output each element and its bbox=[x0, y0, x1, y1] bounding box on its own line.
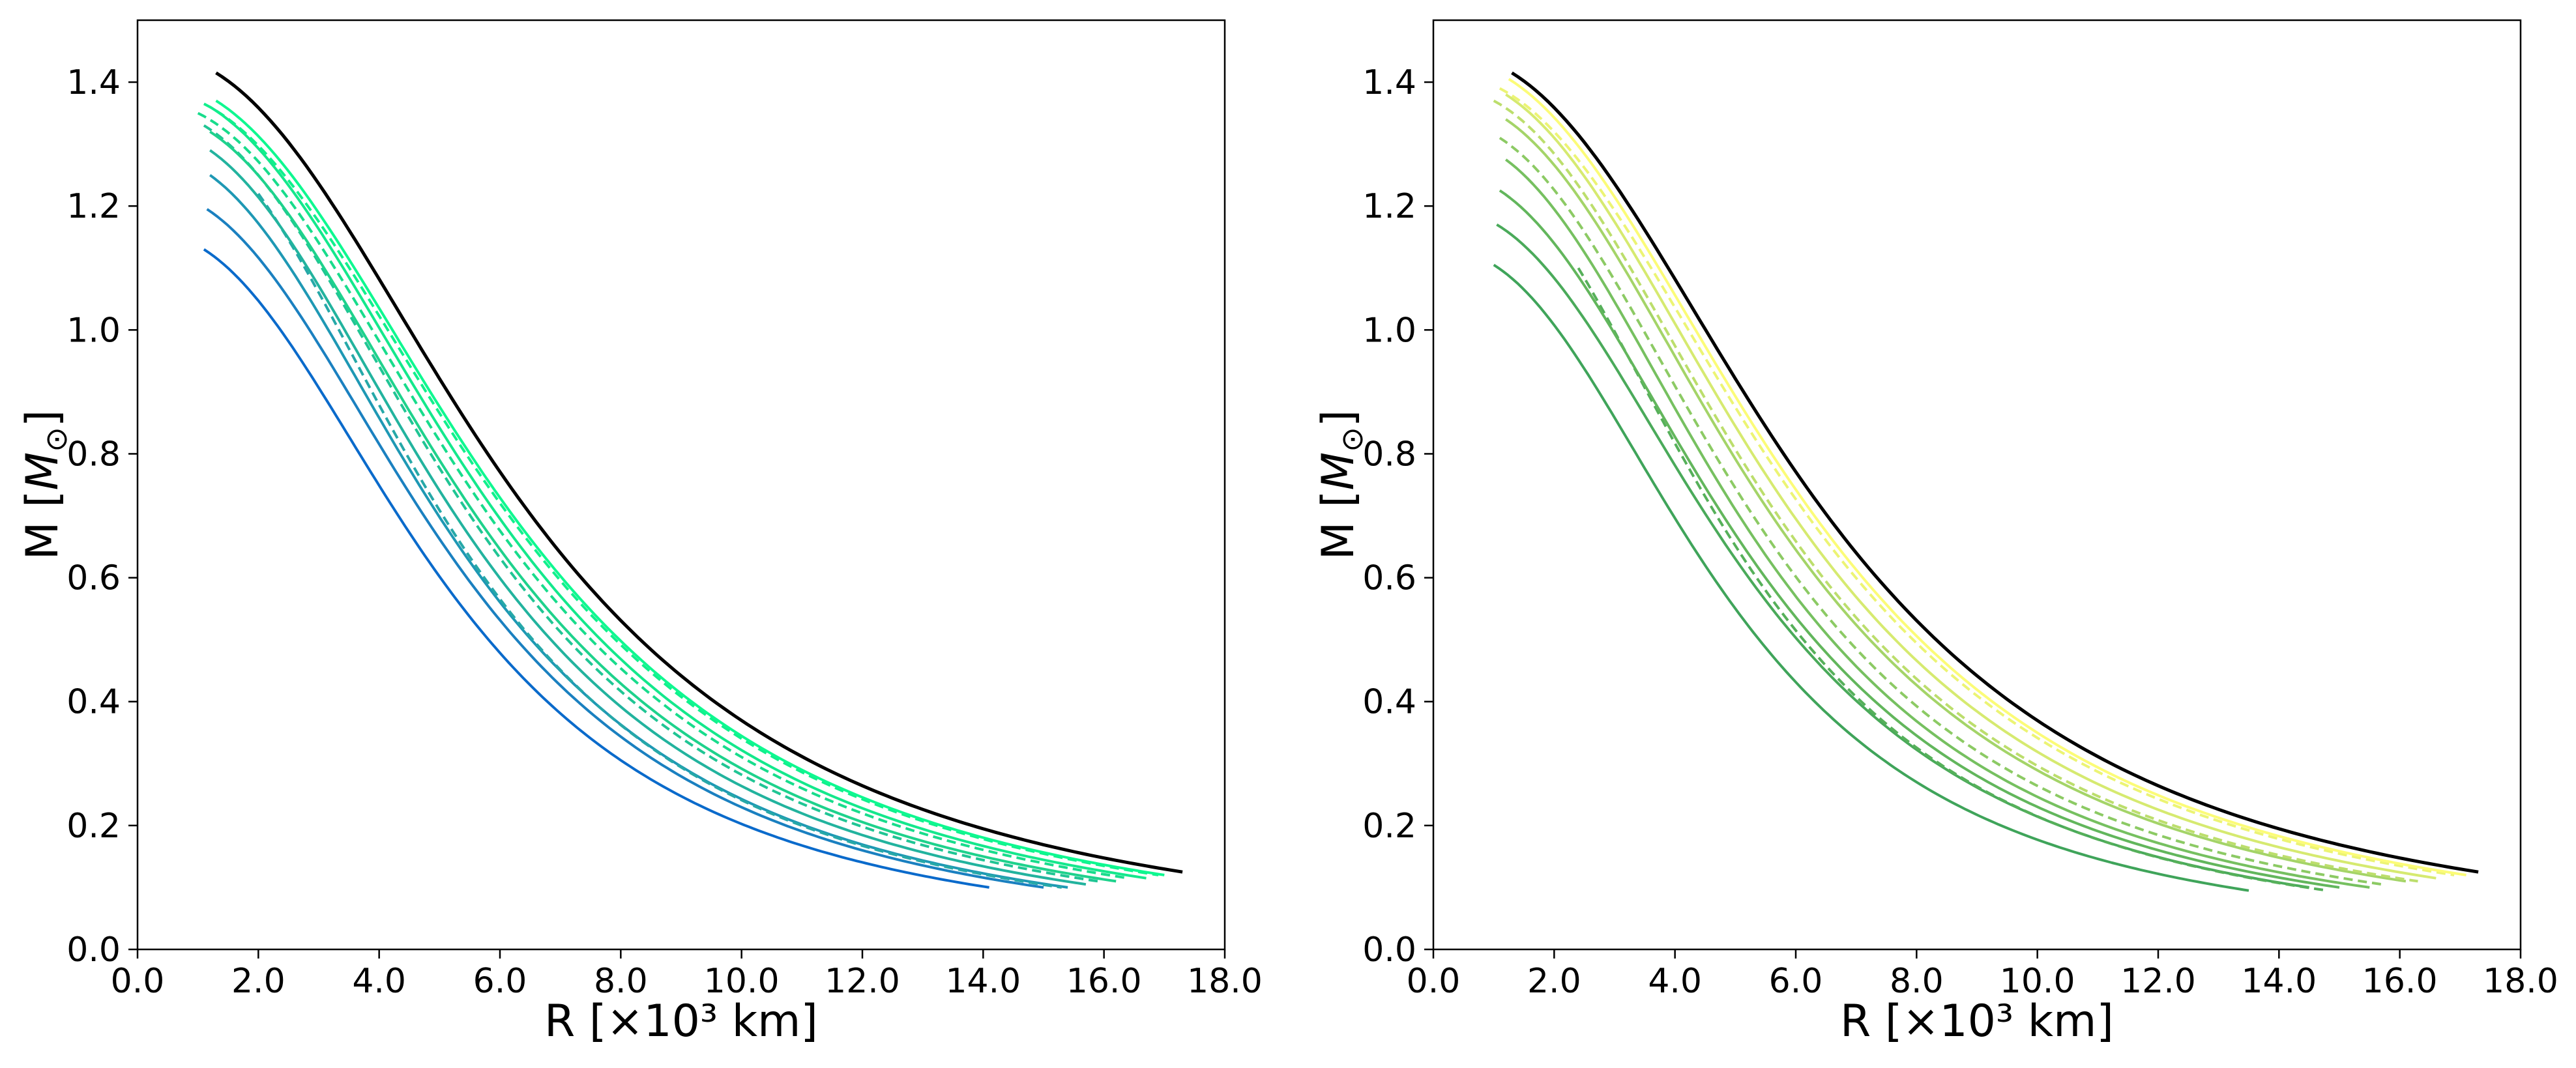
x-tick-label: 2.0 bbox=[231, 962, 285, 1001]
y-tick-label: 0.4 bbox=[66, 683, 121, 722]
series-line-s8 bbox=[197, 111, 1129, 880]
series-layer bbox=[1493, 71, 2479, 892]
series-line-s6 bbox=[203, 124, 1098, 883]
series-line-s11 bbox=[1508, 78, 2466, 876]
series-line-s2 bbox=[206, 208, 1044, 889]
series-line-s7 bbox=[1505, 118, 2407, 883]
y-tick-label: 1.0 bbox=[66, 311, 121, 350]
y-axis-ticks: 0.0 0.2 0.4 0.6 0.8 1.0 1.2 1.4 bbox=[66, 63, 138, 970]
x-axis-label: R [×10³ km] bbox=[544, 996, 818, 1047]
y-axis-label: M [M⊙] bbox=[1313, 410, 1369, 560]
y-tick-label: 0.2 bbox=[66, 807, 121, 846]
y-tick-label: 1.4 bbox=[66, 63, 121, 102]
series-line-s4 bbox=[257, 193, 1062, 889]
y-axis-ticks: 0.0 0.2 0.4 0.6 0.8 1.0 1.2 1.4 bbox=[1362, 63, 1433, 970]
series-line-s3 bbox=[1577, 267, 2328, 892]
y-tick-label: 1.2 bbox=[1362, 187, 1416, 226]
plot-area-frame bbox=[136, 19, 1226, 951]
y-tick-label: 0.8 bbox=[1362, 435, 1416, 474]
x-tick-label: 16.0 bbox=[2362, 962, 2438, 1001]
x-tick-label: 14.0 bbox=[2241, 962, 2317, 1001]
x-tick-label: 10.0 bbox=[704, 962, 780, 1001]
x-tick-label: 12.0 bbox=[2120, 962, 2196, 1001]
y-tick-label: 0.2 bbox=[1362, 807, 1416, 846]
x-axis-ticks: 0.0 2.0 4.0 6.0 8.0 10.0 12.0 14.0 16.0 18.0 bbox=[1407, 949, 2558, 1001]
y-tick-label: 1.0 bbox=[1362, 311, 1416, 350]
y-tick-label: 0.0 bbox=[66, 931, 121, 970]
y-tick-label: 1.2 bbox=[66, 187, 121, 226]
series-line-s1 bbox=[203, 248, 989, 889]
series-line-s5 bbox=[209, 149, 1087, 886]
series-line-s10 bbox=[203, 102, 1159, 876]
x-tick-label: 0.0 bbox=[111, 962, 165, 1001]
x-tick-label: 14.0 bbox=[945, 962, 1021, 1001]
y-tick-label: 0.4 bbox=[1362, 683, 1416, 722]
reference-line bbox=[1511, 71, 2479, 874]
x-tick-label: 0.0 bbox=[1407, 962, 1461, 1001]
x-tick-label: 10.0 bbox=[2000, 962, 2075, 1001]
y-tick-label: 0.6 bbox=[1362, 559, 1416, 598]
right-panel: 0.0 2.0 4.0 6.0 8.0 10.0 12.0 14.0 16.0 18.0 0.00… bbox=[1313, 19, 2558, 1047]
x-axis-ticks: 0.0 2.0 4.0 6.0 8.0 10.0 12.0 14.0 16.0 18.0 bbox=[111, 949, 1263, 1001]
x-tick-label: 6.0 bbox=[1769, 962, 1823, 1001]
x-tick-label: 6.0 bbox=[473, 962, 527, 1001]
y-tick-label: 1.4 bbox=[1362, 63, 1416, 102]
series-layer bbox=[197, 71, 1183, 889]
series-line-s11 bbox=[215, 99, 1165, 876]
x-tick-label: 18.0 bbox=[1187, 962, 1263, 1001]
y-tick-label: 0.8 bbox=[66, 435, 121, 474]
y-tick-label: 0.0 bbox=[1362, 931, 1416, 970]
series-line-s6 bbox=[1499, 136, 2382, 886]
x-tick-label: 12.0 bbox=[825, 962, 900, 1001]
y-tick-label: 0.6 bbox=[66, 559, 121, 598]
series-line-s5 bbox=[1504, 158, 2370, 889]
series-line-s10 bbox=[1499, 87, 2455, 876]
x-axis-label: R [×10³ km] bbox=[1840, 996, 2114, 1047]
series-line-s4 bbox=[1499, 189, 2340, 889]
plot-area-frame bbox=[1432, 19, 2522, 951]
series-line-s9 bbox=[1505, 93, 2437, 880]
x-tick-label: 8.0 bbox=[1890, 962, 1944, 1001]
y-axis-label: M [M⊙] bbox=[17, 410, 74, 560]
x-tick-label: 16.0 bbox=[1066, 962, 1142, 1001]
x-tick-label: 8.0 bbox=[594, 962, 648, 1001]
left-panel: 0.0 2.0 4.0 6.0 8.0 10.0 12.0 14.0 16.0 18.0 0.00… bbox=[17, 19, 1263, 1047]
series-line-s1 bbox=[1493, 263, 2249, 892]
x-tick-label: 2.0 bbox=[1527, 962, 1581, 1001]
x-tick-label: 18.0 bbox=[2483, 962, 2558, 1001]
x-tick-label: 4.0 bbox=[352, 962, 406, 1001]
series-line-s7 bbox=[209, 130, 1117, 883]
reference-line bbox=[215, 71, 1183, 874]
x-tick-label: 4.0 bbox=[1648, 962, 1702, 1001]
series-line-s9 bbox=[209, 106, 1147, 880]
